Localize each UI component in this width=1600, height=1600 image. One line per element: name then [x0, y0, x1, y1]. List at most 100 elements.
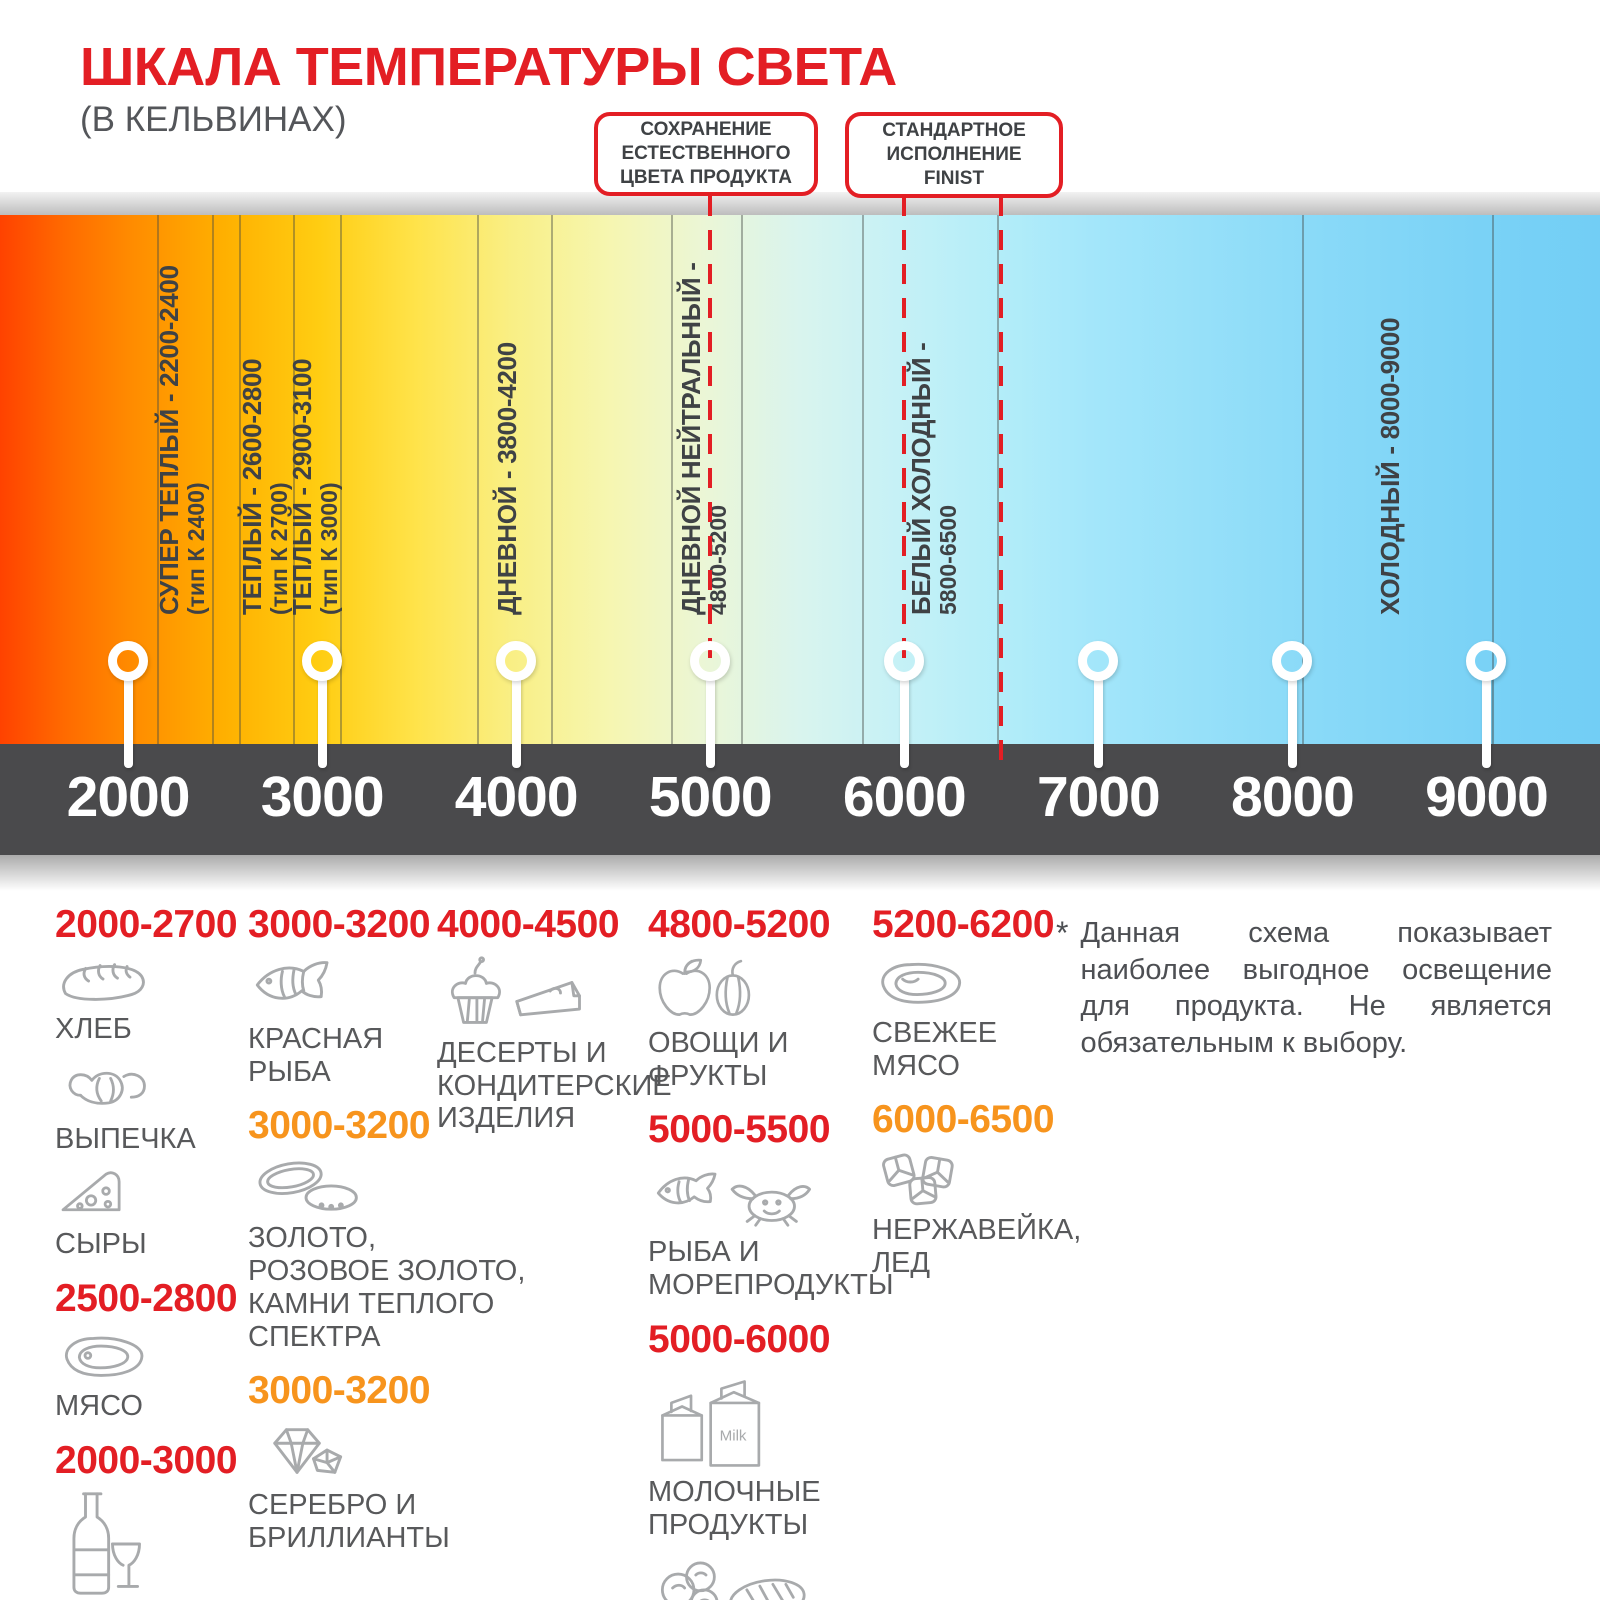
- diamond-icon: [248, 1420, 538, 1487]
- range-heading: 4000-4500: [437, 903, 620, 946]
- zone-boundary-line: [293, 215, 296, 744]
- range-heading: 5200-6200: [872, 903, 1055, 946]
- page-subtitle: (В КЕЛЬВИНАХ): [80, 100, 347, 139]
- zone-label: БЕЛЫЙ ХОЛОДНЫЙ -5800-6500: [906, 342, 962, 615]
- zone-label: ДНЕВНОЙ - 3800-4200: [492, 342, 523, 615]
- category-label: СЕРЕБРО И БРИЛЛИАНТЫ: [248, 1489, 450, 1555]
- cheese-icon: [55, 1163, 250, 1226]
- meat-icon: [55, 1328, 250, 1388]
- ice-icon: [872, 1149, 1112, 1212]
- dairy-icon: Milk: [648, 1369, 958, 1474]
- recommendation-group: 3000-3200 КРАСНАЯ РЫБА: [248, 903, 538, 1088]
- category-label: ДЕСЕРТЫ И КОНДИТЕРСКИЕ ИЗДЕЛИЯ: [437, 1036, 672, 1135]
- category-label: СВЕЖЕЕ МЯСО: [872, 1016, 998, 1082]
- top-shadow-band: [0, 192, 1600, 215]
- zone-name: ТЕПЛЫЙ - 2600-2800: [236, 358, 267, 615]
- recommendation-column: 2000-2700 ХЛЕБ ВЫПЕЧКА СЫРЫ 2500-2800 МЯСО 200…: [55, 903, 250, 1600]
- range-heading: 6000-6500: [872, 1098, 1055, 1142]
- zone-name: ДНЕВНОЙ - 3800-4200: [492, 342, 523, 615]
- category-label: МОЛОЧНЫЕ ПРОДУКТЫ: [648, 1475, 821, 1541]
- recommendation-group: 3000-3200 СЕРЕБРО И БРИЛЛИАНТЫ: [248, 1369, 538, 1555]
- zone-boundary-line: [238, 215, 241, 744]
- zone-name: ХОЛОДНЫЙ - 8000-9000: [1375, 317, 1406, 615]
- category-label: ЗОЛОТО, РОЗОВОЕ ЗОЛОТО, КАМНИ ТЕПЛОГО СП…: [248, 1222, 526, 1353]
- footnote-text: Данная схема показывает наиболее выгодно…: [1080, 917, 1552, 1059]
- category-label: РЫБА И МОРЕПРОДУКТЫ: [648, 1236, 894, 1302]
- page-title: ШКАЛА ТЕМПЕРАТУРЫ СВЕТА: [80, 37, 897, 97]
- category-label: НЕРЖАВЕЙКА, ЛЕД: [872, 1214, 1082, 1280]
- range-heading: 5000-5500: [648, 1108, 831, 1152]
- range-heading: 3000-3200: [248, 1369, 431, 1413]
- zone-boundary-line: [211, 215, 214, 744]
- recommendation-column: 4800-5200 ОВОЩИ И ФРУКТЫ 5000-5500 РЫБА И М…: [648, 903, 958, 1600]
- recommendation-group: 5200-6200 СВЕЖЕЕ МЯСО: [872, 903, 1112, 1082]
- zone-boundary-line: [741, 215, 744, 744]
- callout-finist-standard: СТАНДАРТНОЕ ИСПОЛНЕНИЕ FINIST: [845, 112, 1063, 198]
- range-heading: 4800-5200: [648, 903, 831, 946]
- zone-type: 5800-6500: [935, 505, 962, 615]
- range-heading: 2000-3000: [55, 1438, 238, 1482]
- gold-rings-icon: [248, 1155, 538, 1220]
- zone-boundary-line: [157, 215, 160, 744]
- recommendation-group: 4000-4500 ДЕСЕРТЫ И КОНДИТЕРСКИЕ ИЗДЕЛИЯ: [437, 903, 677, 1135]
- zone-boundary-line: [671, 215, 674, 744]
- temperature-gradient-bar: СУПЕР ТЕПЛЫЙ - 2200-2400 (тип К 2400) ТЕПЛ…: [0, 215, 1600, 744]
- zone-name: ТЕПЛЫЙ - 2900-3100: [287, 358, 318, 615]
- zone-label: ХОЛОДНЫЙ - 8000-9000: [1375, 317, 1406, 615]
- recommendation-group: 4800-5200 ОВОЩИ И ФРУКТЫ: [648, 903, 958, 1092]
- zone-label: ТЕПЛЫЙ - 2900-3100 (тип К 3000): [287, 358, 343, 615]
- zone-name: БЕЛЫЙ ХОЛОДНЫЙ -: [906, 342, 937, 615]
- recommendation-group: 2000-2700 ХЛЕБ ВЫПЕЧКА СЫРЫ: [55, 903, 250, 1261]
- range-heading: 5000-6000: [648, 1317, 831, 1361]
- range-heading: 2000-2700: [55, 903, 238, 946]
- zone-boundary-line: [477, 215, 480, 744]
- zone-boundary-line: [1302, 215, 1305, 744]
- footnote: * Данная схема показывает наиболее выгод…: [1056, 915, 1552, 1061]
- zone-boundary-line: [1492, 215, 1495, 744]
- dessert-icon: [437, 954, 677, 1035]
- zone-boundary-line: [339, 215, 342, 744]
- zone-name: СУПЕР ТЕПЛЫЙ - 2200-2400: [153, 265, 184, 615]
- recommendation-column: 4000-4500 ДЕСЕРТЫ И КОНДИТЕРСКИЕ ИЗДЕЛИЯ: [437, 903, 677, 1153]
- zone-name: ДНЕВНОЙ НЕЙТРАЛЬНЫЙ -: [675, 262, 706, 615]
- recommendation-group: 6000-6500 НЕРЖАВЕЙКА, ЛЕД: [872, 1098, 1112, 1280]
- seafood-icon: [648, 1159, 958, 1234]
- zone-type: (тип К 3000): [316, 482, 343, 615]
- fresh-meat-icon: [872, 954, 1112, 1015]
- pastry-icon: [55, 1054, 250, 1121]
- recommendation-group: 3000-3200 ЗОЛОТО, РОЗОВОЕ ЗОЛОТО, КАМНИ Т…: [248, 1106, 538, 1353]
- zone-boundary-line: [997, 215, 1000, 744]
- category-label: ВЫПЕЧКА: [55, 1122, 196, 1155]
- bottom-shadow-band: [0, 855, 1600, 903]
- recommendation-group: 2000-3000АКОГОЛЬ: [55, 1438, 250, 1600]
- recommendation-group: 5000-5500 РЫБА И МОРЕПРОДУКТЫ: [648, 1108, 958, 1302]
- range-heading: 3000-3200: [248, 1104, 431, 1148]
- zone-label: ТЕПЛЫЙ - 2600-2800 (тип К 2700): [236, 358, 292, 615]
- recommendation-group: 2500-2800 МЯСО: [55, 1277, 250, 1423]
- zone-boundary-line: [861, 215, 864, 744]
- zone-label: ДНЕВНОЙ НЕЙТРАЛЬНЫЙ -4800-5200: [675, 262, 731, 615]
- kelvin-axis-bar: [0, 744, 1600, 855]
- zone-type: 4800-5200: [704, 505, 731, 615]
- recommendation-column: 5200-6200 СВЕЖЕЕ МЯСО 6000-6500 НЕРЖАВЕЙКА,…: [872, 903, 1112, 1298]
- category-label: ОВОЩИ И ФРУКТЫ: [648, 1026, 789, 1092]
- fish-icon: [248, 954, 538, 1021]
- zone-boundary-line: [551, 215, 554, 744]
- zone-type: (тип К 2400): [182, 482, 209, 615]
- vegetables-icon: [648, 954, 958, 1025]
- category-label: МЯСО: [55, 1390, 143, 1423]
- bread-icon: [55, 954, 250, 1011]
- category-label: КРАСНАЯ РЫБА: [248, 1022, 384, 1088]
- range-heading: 3000-3200: [248, 903, 431, 946]
- alcohol-icon: [55, 1490, 250, 1600]
- category-label: ХЛЕБ: [55, 1012, 132, 1045]
- svg-text:Milk: Milk: [720, 1427, 747, 1444]
- recommendation-column: 3000-3200 КРАСНАЯ РЫБА 3000-3200 ЗОЛОТО, РО…: [248, 903, 538, 1573]
- footnote-asterisk: *: [1056, 915, 1069, 951]
- zone-label: СУПЕР ТЕПЛЫЙ - 2200-2400 (тип К 2400): [153, 265, 209, 615]
- callout-natural-color: СОХРАНЕНИЕ ЕСТЕСТВЕННОГО ЦВЕТА ПРОДУКТА: [594, 112, 818, 196]
- range-heading: 2500-2800: [55, 1277, 238, 1321]
- category-label: СЫРЫ: [55, 1228, 147, 1261]
